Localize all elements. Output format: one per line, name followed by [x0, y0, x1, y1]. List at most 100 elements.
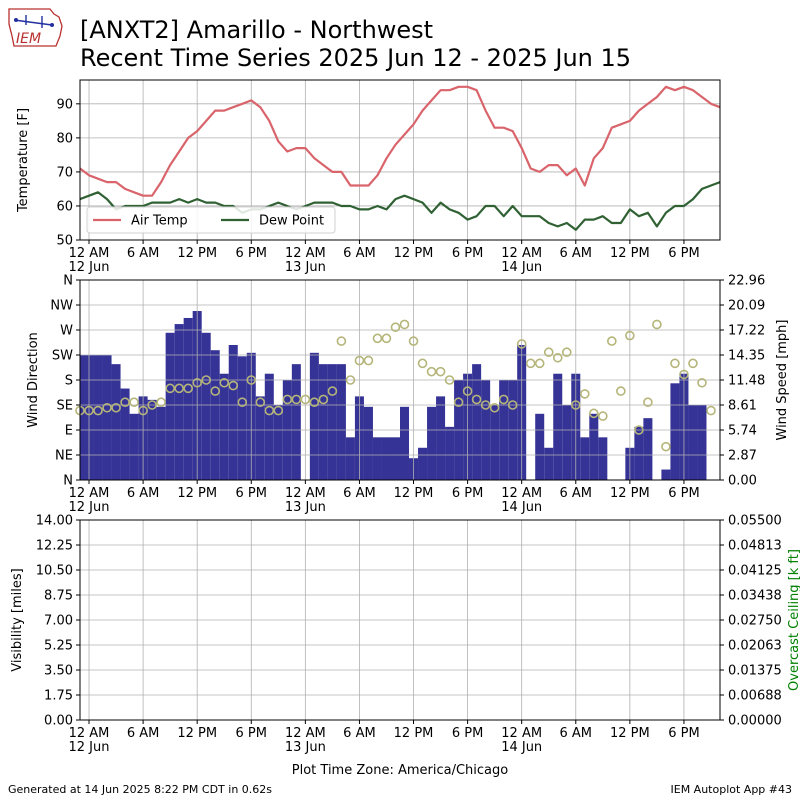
- wind-panel: N NE E SE S SW W NW N 0.00 2.87 5.74 8.61 11.48 14.35 1…: [26, 274, 790, 516]
- air-temp-line: [79, 85, 721, 197]
- wind-direction-marker: [598, 411, 608, 421]
- wind-speed-bar: [390, 437, 400, 480]
- wind-direction-marker: [120, 397, 130, 408]
- wind-direction-marker: [688, 358, 698, 369]
- x-tick-label: 12 AM: [501, 726, 542, 741]
- plot-frame: [79, 279, 721, 481]
- visibility-tick-label: 8.75: [44, 589, 73, 604]
- direction-tick-label: NE: [55, 449, 73, 464]
- wind-direction-marker: [679, 369, 689, 380]
- wind-direction-marker: [264, 405, 275, 416]
- wind-direction-marker: [147, 400, 157, 410]
- direction-tick-label: N: [63, 274, 73, 289]
- generated-note: Generated at 14 Jun 2025 8:22 PM CDT in …: [8, 783, 273, 796]
- y-tick-label: 60: [56, 199, 73, 214]
- wind-speed-bar: [363, 406, 373, 480]
- speed-tick-label: 2.87: [728, 449, 757, 464]
- wind-direction-marker: [318, 394, 329, 405]
- speed-tick-label: 22.96: [728, 274, 765, 289]
- wind-speed-bar: [562, 405, 572, 480]
- x-tick-date: 12 Jun: [69, 500, 110, 515]
- x-tick-date: 13 Jun: [285, 740, 326, 755]
- wind-speed-bar: [201, 332, 211, 480]
- wind-direction-marker: [408, 336, 419, 346]
- wind-speed-bar: [418, 447, 428, 480]
- wind-direction-marker: [426, 366, 437, 377]
- wind-direction-marker: [345, 375, 356, 385]
- wind-direction-marker: [525, 358, 536, 369]
- wind-speed-bar: [634, 426, 644, 480]
- wind-direction-marker: [670, 358, 680, 369]
- wind-direction-marker: [255, 397, 266, 408]
- wind-speed-bar: [210, 350, 220, 480]
- direction-tick-label: SW: [52, 349, 73, 364]
- wind-speed-bar: [318, 364, 328, 480]
- x-tick-label: 6 AM: [343, 246, 376, 261]
- timezone-label: Plot Time Zone: America/Chicago: [291, 763, 509, 778]
- wind-speed-bar: [183, 317, 193, 480]
- y-axis-label: Wind Direction: [26, 332, 41, 428]
- wind-direction-marker: [417, 358, 428, 369]
- wind-direction-marker: [516, 339, 527, 349]
- wind-direction-marker: [309, 397, 320, 408]
- direction-tick-label: S: [65, 374, 73, 389]
- wind-speed-bar: [697, 405, 707, 480]
- x-tick-label: 6 AM: [127, 726, 160, 741]
- wind-direction-marker: [661, 441, 671, 452]
- visibility-tick-label: 14.00: [36, 514, 73, 529]
- wind-direction-marker: [129, 397, 139, 408]
- wind-direction-marker: [327, 386, 338, 396]
- x-tick-label: 12 AM: [69, 486, 110, 501]
- x-tick-label: 6 AM: [560, 726, 593, 741]
- wind-direction-marker: [219, 377, 230, 388]
- wind-direction-marker: [273, 405, 284, 416]
- wind-direction-marker: [228, 380, 239, 391]
- ceiling-tick-label: 0.00000: [728, 714, 782, 729]
- x-tick-label: 12 AM: [501, 486, 542, 501]
- wind-direction-marker: [183, 383, 193, 394]
- x-tick-label: 6 AM: [343, 486, 376, 501]
- wind-direction-marker: [210, 386, 221, 396]
- direction-tick-label: E: [65, 424, 73, 439]
- plot-frame: [79, 519, 721, 721]
- visibility-tick-label: 1.75: [44, 689, 73, 704]
- wind-speed-bar: [643, 418, 653, 480]
- wind-direction-marker: [336, 336, 347, 346]
- app-label: IEM Autoplot App #43: [670, 783, 793, 796]
- x-tick-label: 6 AM: [560, 246, 593, 261]
- plot-frame: [79, 79, 721, 241]
- wind-speed-bar: [490, 405, 500, 480]
- y-tick-label: 50: [56, 234, 73, 249]
- wind-direction-marker: [300, 394, 311, 405]
- wind-speed-bar: [553, 373, 563, 480]
- wind-speed-bar: [255, 396, 265, 480]
- y-axis-label: Temperature [F]: [16, 108, 31, 213]
- wind-direction-marker: [462, 386, 473, 396]
- wind-direction-marker: [381, 333, 392, 344]
- wind-direction-marker: [471, 394, 482, 405]
- wind-direction-marker: [453, 397, 464, 408]
- wind-direction-marker: [156, 397, 166, 408]
- x-tick-date: 14 Jun: [501, 500, 542, 515]
- speed-tick-label: 14.35: [728, 349, 765, 364]
- y-tick-label: 80: [56, 131, 73, 146]
- visibility-tick-label: 7.00: [44, 614, 73, 629]
- wind-direction-marker: [84, 405, 94, 416]
- x-tick-label: 12 AM: [69, 726, 110, 741]
- wind-direction-marker: [607, 336, 617, 346]
- x-tick-label: 6 AM: [560, 486, 593, 501]
- iem-logo: IEM: [8, 8, 63, 47]
- wind-direction-marker: [372, 333, 383, 344]
- wind-speed-bar: [291, 364, 301, 480]
- x-tick-label: 6 PM: [668, 726, 699, 741]
- wind-direction-marker: [489, 402, 500, 413]
- visibility-tick-label: 0.00: [44, 714, 73, 729]
- y-tick-label: 90: [56, 97, 73, 112]
- wind-speed-bar: [309, 352, 319, 480]
- wind-speed-bar: [580, 437, 590, 480]
- wind-speed-bar: [400, 406, 410, 480]
- wind-direction-marker: [165, 383, 175, 394]
- chart-subtitle: Recent Time Series 2025 Jun 12 - 2025 Ju…: [80, 44, 632, 72]
